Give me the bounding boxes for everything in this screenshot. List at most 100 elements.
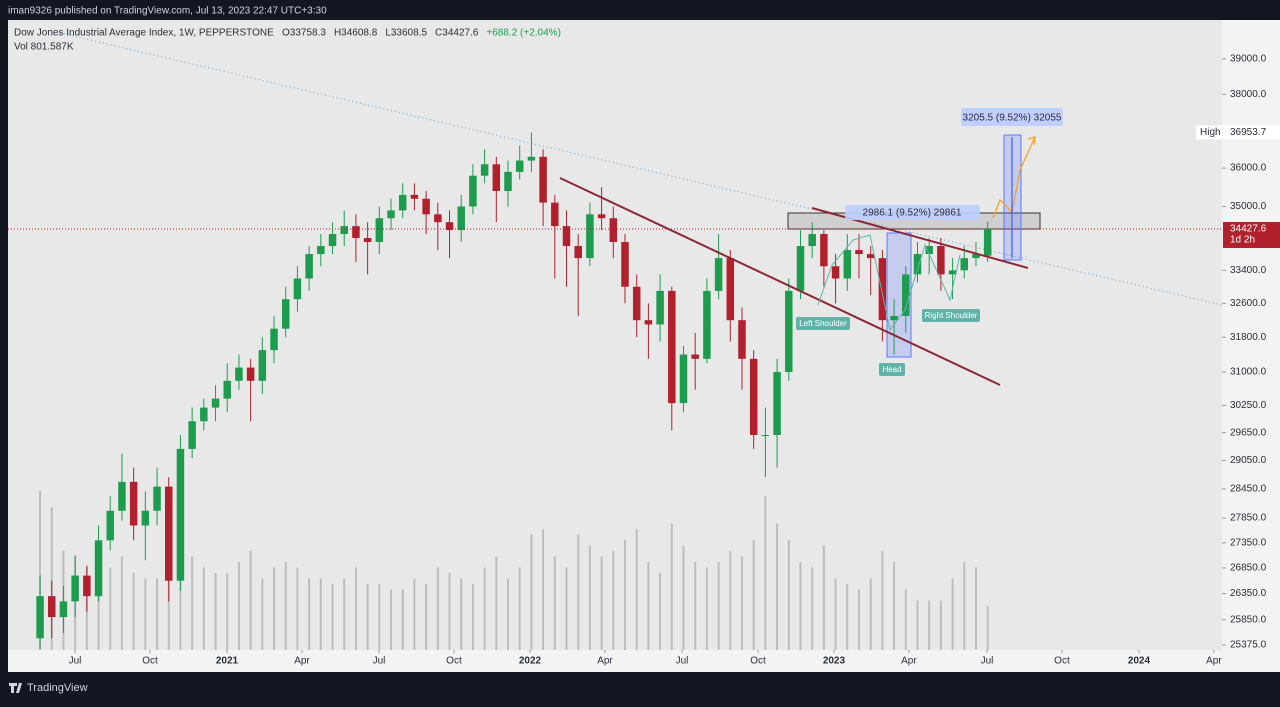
candle-body [422,198,430,215]
candle-body [164,486,173,581]
brand: TradingView [27,682,88,694]
last-price-label: 34427.6 [1230,224,1267,235]
volume-bar [167,562,170,650]
volume-bar [179,540,182,650]
candle-body [761,434,770,436]
volume-bar [600,556,603,650]
candle-body [597,214,606,219]
y-tick-label: 26350.0 [1230,588,1267,599]
candle-body [679,354,688,404]
high-label: High [1200,127,1221,138]
candle-body [738,320,746,359]
x-tick-label: Apr [1206,656,1222,667]
y-tick-label: 28450.0 [1230,484,1267,495]
volume-bar [740,556,743,650]
y-tick-label: 27350.0 [1230,537,1267,548]
candle-body [539,156,547,203]
x-tick-label: 2021 [216,656,239,667]
high-value: 36953.7 [1230,127,1267,138]
volume-bar [799,562,802,650]
logo [9,683,22,693]
x-tick-label: Jul [981,656,994,667]
volume-bar [612,551,615,650]
volume-bar [881,551,884,650]
candle-body [258,350,267,381]
volume-bar [776,523,779,650]
candle-body [820,234,828,267]
pattern-label: Left Shoulder [799,319,847,328]
candle-body [749,358,758,435]
volume-bar [296,567,299,650]
y-tick-label: 25375.0 [1230,640,1267,651]
volume-bar [495,556,498,650]
ohlc-label: +688.2 (+2.04%) [486,28,561,39]
volume-bar [893,562,896,650]
volume-bar [530,534,533,650]
candle-body [691,354,699,359]
candle-body [317,246,325,255]
candle-body [773,371,781,435]
volume-bar [682,545,685,650]
y-tick-label: 33400.0 [1230,265,1267,276]
volume-bar [752,540,755,650]
volume-bar [647,562,650,650]
candle-body [726,258,735,321]
candle-body [866,254,875,259]
volume-bar [109,567,112,650]
candle-body [527,156,536,161]
volume-bar [237,562,240,650]
candle-body [703,290,711,359]
ohlc-label: L33608.5 [385,28,427,39]
volume-bar [191,556,194,650]
volume-bar [869,578,872,650]
label-bg [922,309,980,322]
candle-body [972,254,980,259]
pattern-line [817,234,961,332]
volume-bar [659,573,662,650]
volume-bar [951,578,954,650]
y-tick-label: 27850.0 [1230,513,1267,524]
high-label-bg [1196,125,1222,140]
volume-bar [401,589,404,650]
candle-body [668,290,676,404]
volume-bar [39,490,42,650]
candle-body [562,226,571,247]
candle-body [83,575,91,597]
x-tick-label: Jul [373,656,386,667]
candle-layer [36,132,992,650]
y-tick-label: 26850.0 [1230,563,1267,574]
volume-bar [577,534,580,650]
volume-bar [822,545,825,650]
volume-bar [378,584,381,650]
price-label-bg [1223,221,1280,248]
x-tick-label: 2023 [823,656,846,667]
x-tick-label: Apr [597,656,613,667]
volume-bar [717,562,720,650]
candle-body [94,540,103,597]
x-tick-label: Oct [446,656,462,667]
volume-bar [916,600,919,650]
volume-bar [471,584,474,650]
publisher: iman9326 published on TradingView.com, J… [8,6,327,17]
volume-bar [436,567,439,650]
y-tick-label: 38000.0 [1230,89,1267,100]
volume-bar [390,589,393,650]
candle-body [480,164,489,176]
candle-body [445,222,454,231]
candle-body [141,510,150,526]
volume-bar [670,523,673,650]
volume-layer [39,490,989,650]
candle-body [293,278,302,300]
volume-bar [354,567,357,650]
candle-body [410,194,419,199]
candle-body [270,328,278,351]
pattern-label: Right Shoulder [925,311,978,320]
long-trendline [59,32,1223,306]
candle-body [855,250,863,255]
y-tick-label: 29050.0 [1230,455,1267,466]
volume-bar [834,578,837,650]
x-tick-label: Oct [1054,656,1070,667]
candle-body [586,214,594,259]
